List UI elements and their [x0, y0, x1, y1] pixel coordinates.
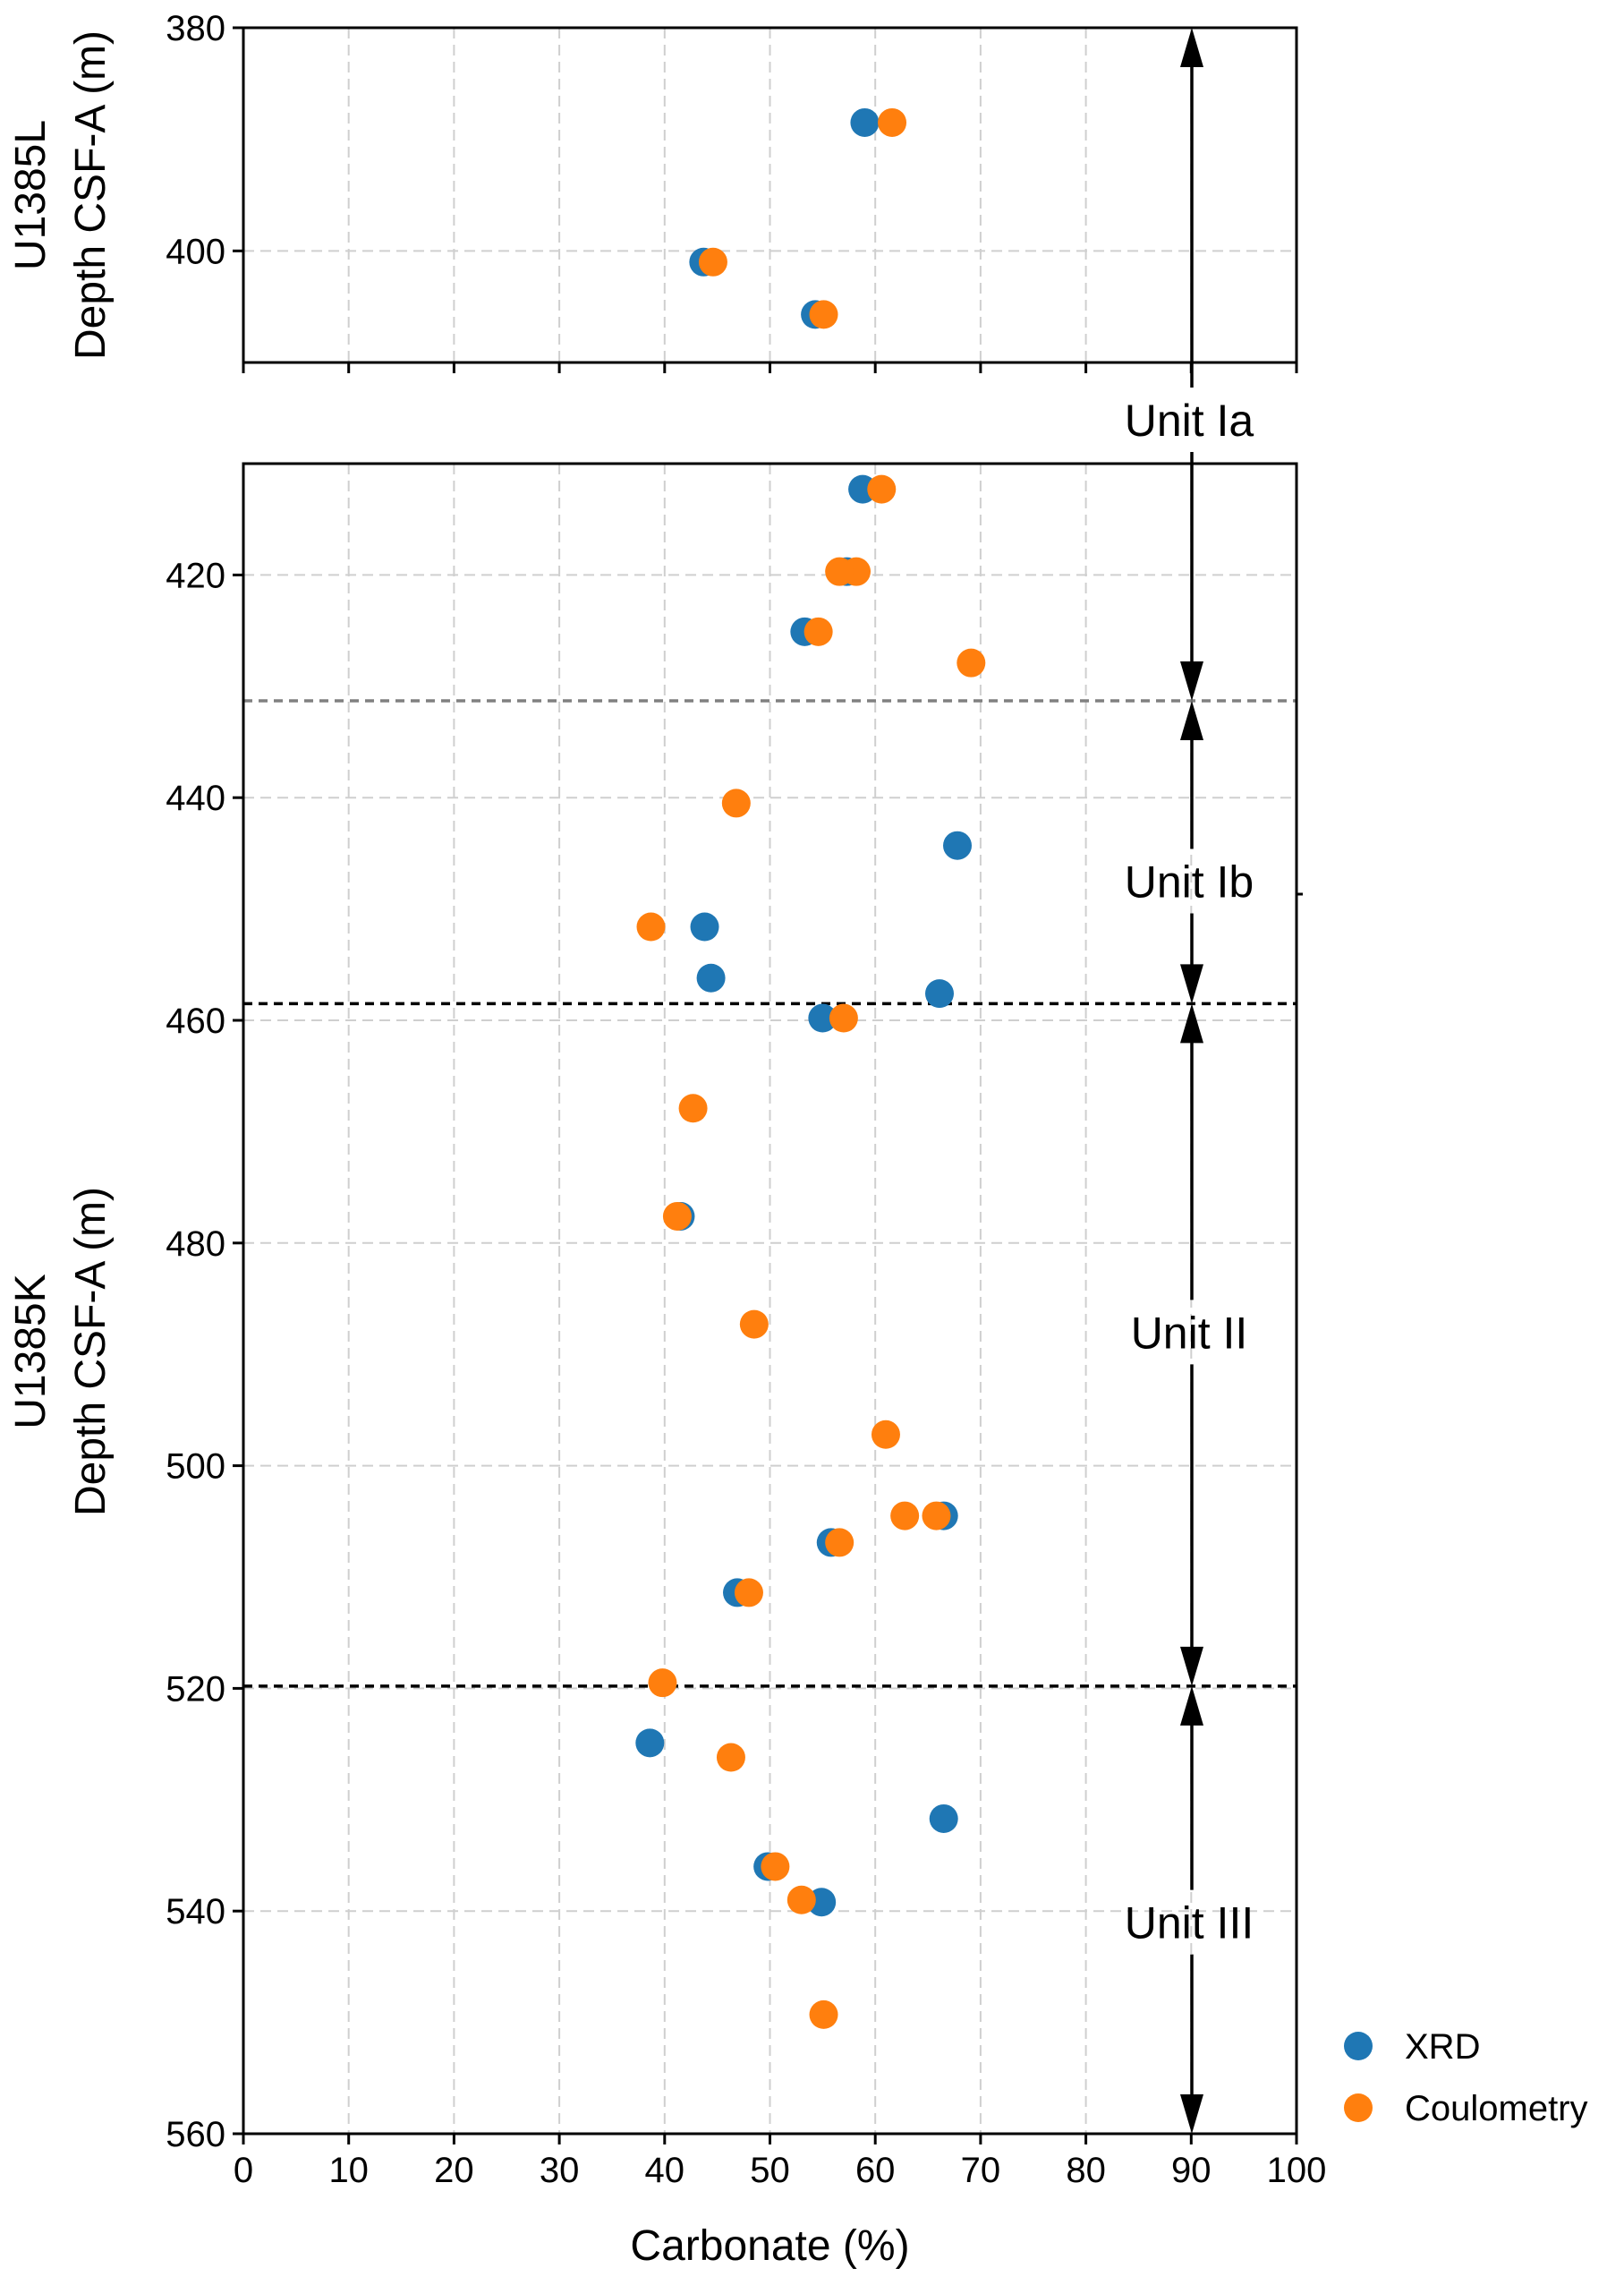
- data-point-xrd: [635, 1728, 665, 1758]
- x-tick-label: 40: [645, 2151, 685, 2190]
- y-axis-title-U1385L: U1385L Depth CSF-A (m): [7, 30, 115, 360]
- data-point-coulometry: [809, 300, 838, 329]
- x-axis-title: Carbonate (%): [630, 2222, 909, 2270]
- axis-titles: Carbonate (%)U1385L Depth CSF-A (m)U1385K…: [7, 30, 910, 2270]
- data-point-coulometry: [829, 1003, 858, 1033]
- x-tick-label: 30: [540, 2151, 580, 2190]
- y-axis-title-line1: U1385K: [7, 1274, 55, 1428]
- y-tick-label: 500: [166, 1447, 225, 1487]
- x-tick-label: 0: [234, 2151, 253, 2190]
- data-point-xrd: [924, 979, 954, 1009]
- unit-label: Unit II: [1131, 1308, 1248, 1358]
- y-axis-title-line2: Depth CSF-A (m): [67, 30, 115, 360]
- data-point-coulometry: [662, 1201, 692, 1231]
- data-point-xrd: [850, 107, 880, 137]
- y-tick-label: 480: [166, 1224, 225, 1264]
- data-point-coulometry: [871, 1420, 900, 1449]
- unit-label: Unit III: [1125, 1898, 1254, 1948]
- legend-marker-xrd: [1344, 2032, 1373, 2060]
- unit-label: Unit Ib: [1125, 857, 1254, 908]
- data-point-xrd: [943, 831, 973, 860]
- data-point-coulometry: [716, 1743, 745, 1772]
- arrowhead: [1180, 661, 1203, 701]
- data-point-coulometry: [922, 1501, 951, 1530]
- legend-marker-coulometry: [1344, 2093, 1373, 2122]
- legend-label: XRD: [1405, 2027, 1480, 2067]
- data-point-coulometry: [698, 247, 727, 277]
- x-tick-label: 50: [750, 2151, 790, 2190]
- x-tick-label: 90: [1171, 2151, 1212, 2190]
- x-tick-label: 70: [961, 2151, 1001, 2190]
- data-point-xrd: [808, 1003, 838, 1033]
- data-point-coulometry: [786, 1885, 816, 1914]
- x-tick-label: 100: [1267, 2151, 1327, 2190]
- x-tick-label: 80: [1066, 2151, 1106, 2190]
- legend: XRD Coulometry: [1344, 2027, 1588, 2128]
- data-point-coulometry: [721, 789, 751, 818]
- data-point-coulometry: [761, 1852, 790, 1881]
- y-tick-label: 560: [166, 2115, 225, 2154]
- arrowhead: [1180, 1685, 1203, 1726]
- y-axis-title-line1: U1385L: [7, 120, 55, 270]
- y-tick-label: 420: [166, 556, 225, 595]
- arrowhead: [1180, 2094, 1203, 2134]
- arrowhead: [1180, 1646, 1203, 1686]
- y-tick-label: 380: [166, 9, 225, 48]
- y-tick-label: 460: [166, 1002, 225, 1041]
- arrowhead: [1180, 964, 1203, 1004]
- data-point-xrd: [690, 912, 719, 942]
- data-point-xrd: [929, 1803, 958, 1833]
- data-point-coulometry: [825, 557, 855, 586]
- data-point-xrd: [696, 963, 726, 993]
- arrowhead: [1180, 1003, 1203, 1044]
- y-tick-label: 440: [166, 779, 225, 818]
- data-point-coulometry: [890, 1501, 920, 1530]
- unit-annotations: Unit Ia Unit Ib Unit II Unit III: [1125, 28, 1303, 2134]
- y-tick-label: 520: [166, 1669, 225, 1709]
- y-tick-label: 400: [166, 232, 225, 271]
- data-point-coulometry: [739, 1309, 769, 1339]
- x-tick-label: 60: [855, 2151, 896, 2190]
- data-point-coulometry: [878, 107, 907, 137]
- data-point-coulometry: [957, 648, 986, 678]
- y-axis-title-line2: Depth CSF-A (m): [67, 1187, 115, 1516]
- data-point-coulometry: [803, 617, 833, 646]
- data-point-coulometry: [809, 1999, 838, 2029]
- data-point-coulometry: [648, 1668, 677, 1698]
- x-tick-label: 10: [328, 2151, 369, 2190]
- y-tick-label: 540: [166, 1892, 225, 1931]
- panel-frames: [233, 26, 1298, 2144]
- data-points: [635, 107, 986, 2029]
- data-point-coulometry: [734, 1578, 763, 1607]
- y-axis-title-U1385K: U1385K Depth CSF-A (m): [7, 1187, 115, 1516]
- data-point-coulometry: [867, 474, 897, 504]
- unit-boundary-layer: [243, 699, 1297, 1688]
- data-point-coulometry: [678, 1094, 708, 1123]
- data-point-coulometry: [825, 1528, 855, 1557]
- legend-label: Coulometry: [1405, 2089, 1588, 2128]
- panel-frame-U1385L: [242, 26, 1298, 364]
- arrowhead: [1180, 28, 1203, 67]
- grid-layer: [243, 28, 1297, 2134]
- x-tick-label: 20: [434, 2151, 474, 2190]
- unit-label: Unit Ia: [1125, 396, 1254, 446]
- arrowhead: [1180, 700, 1203, 740]
- data-point-coulometry: [636, 912, 666, 942]
